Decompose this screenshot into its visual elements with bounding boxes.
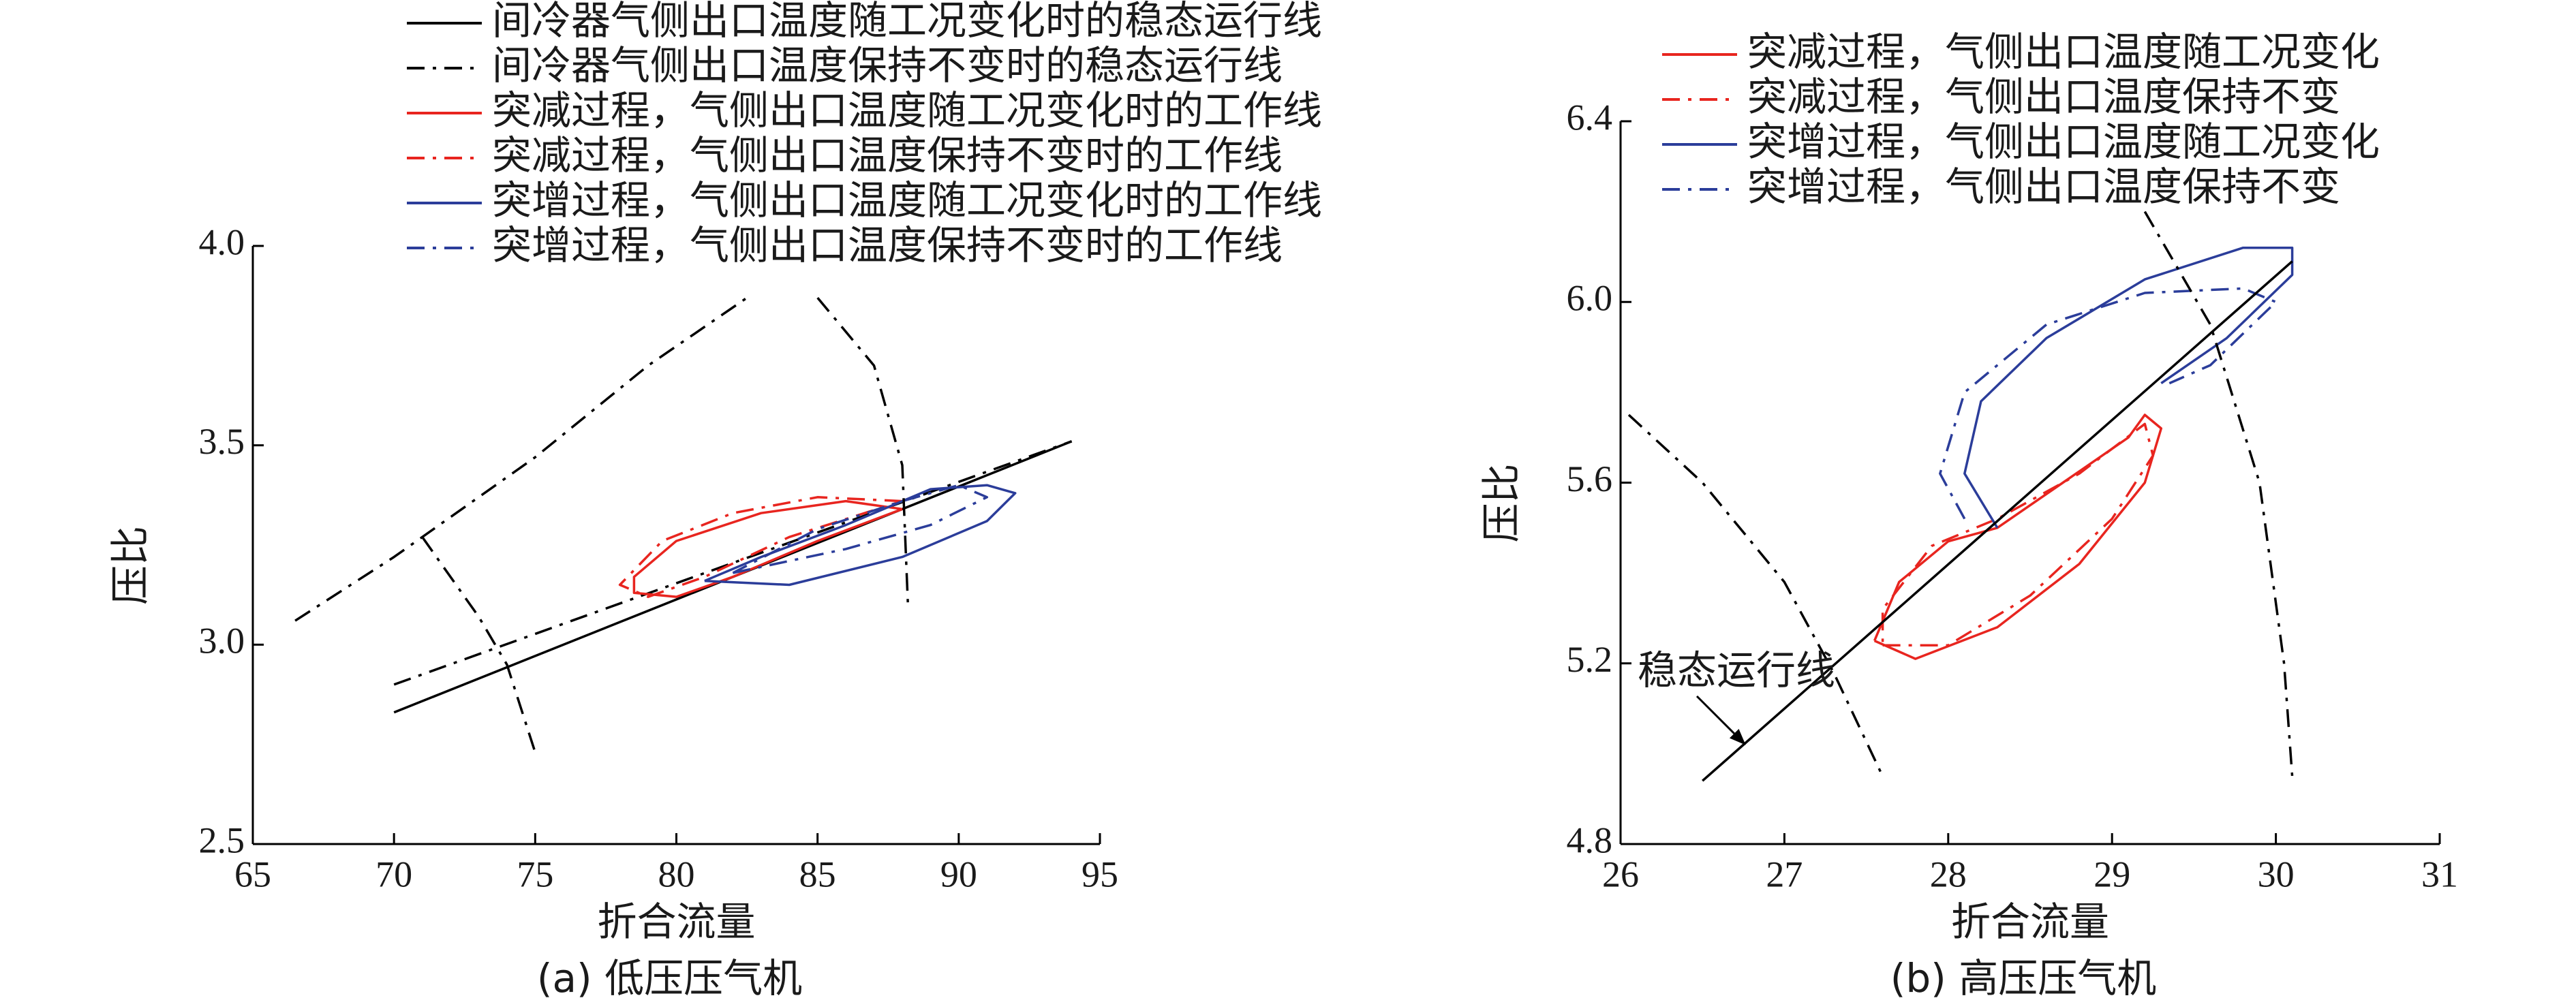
y-axis-title: 压比 — [1478, 463, 1524, 542]
y-tick-label: 3.0 — [199, 621, 245, 661]
x-tick-label: 75 — [517, 854, 553, 894]
x-tick-label: 70 — [375, 854, 412, 894]
y-tick-label: 6.4 — [1567, 97, 1613, 138]
series-line — [1939, 287, 2278, 520]
series-line — [816, 296, 910, 605]
series-line — [1627, 414, 1884, 777]
x-tick-label: 30 — [2258, 854, 2295, 894]
series-line — [1873, 414, 2163, 660]
y-tick-label: 4.0 — [199, 221, 245, 262]
series-line — [2143, 210, 2294, 777]
legend-label: 突减过程，气侧出口温度随工况变化时的工作线 — [492, 87, 1322, 134]
legend-label: 突减过程，气侧出口温度保持不变 — [1747, 74, 2340, 120]
series-line — [1963, 246, 2294, 529]
caption: (a) 低压压气机 — [537, 955, 802, 998]
x-tick-label: 31 — [2421, 854, 2458, 894]
x-axis-title: 折合流量 — [597, 899, 755, 945]
x-tick-label: 29 — [2094, 854, 2130, 894]
annotation: 稳态运行线 — [1638, 647, 1835, 693]
x-tick-label: 85 — [799, 854, 836, 894]
x-tick-label: 65 — [234, 854, 271, 894]
legend-label: 突增过程，气侧出口温度随工况变化时的工作线 — [492, 177, 1322, 223]
y-axis-title: 压比 — [107, 526, 153, 605]
caption: (b) 高压压气机 — [1890, 955, 2157, 998]
legend-label: 突增过程，气侧出口温度随工况变化 — [1747, 119, 2380, 165]
series-line — [632, 499, 903, 598]
series-line — [732, 484, 989, 574]
x-tick-label: 28 — [1930, 854, 1967, 894]
series-line — [704, 484, 1017, 587]
series-line — [421, 536, 536, 753]
x-axis-title: 折合流量 — [1951, 899, 2109, 945]
x-tick-label: 80 — [658, 854, 695, 894]
series-line — [294, 296, 748, 622]
legend-label: 间冷器气侧出口温度保持不变时的稳态运行线 — [492, 42, 1283, 89]
legend-label: 突增过程，气侧出口温度保持不变时的工作线 — [492, 222, 1283, 268]
x-tick-label: 95 — [1082, 854, 1118, 894]
series-line — [1881, 422, 2155, 646]
y-tick-label: 6.0 — [1567, 278, 1613, 319]
y-tick-label: 3.5 — [199, 421, 245, 462]
series-line — [1702, 260, 2293, 782]
legend-label: 突减过程，气侧出口温度保持不变时的工作线 — [492, 132, 1283, 178]
y-tick-label: 5.2 — [1567, 639, 1613, 680]
y-tick-label: 2.5 — [199, 820, 245, 860]
x-tick-label: 90 — [940, 854, 977, 894]
legend-label: 突增过程，气侧出口温度保持不变 — [1747, 163, 2340, 210]
legend-label: 间冷器气侧出口温度随工况变化时的稳态运行线 — [492, 0, 1322, 44]
legend-label: 突减过程，气侧出口温度随工况变化 — [1747, 29, 2380, 75]
y-tick-label: 4.8 — [1567, 820, 1613, 860]
series-line — [393, 440, 1073, 686]
x-tick-label: 27 — [1766, 854, 1803, 894]
y-tick-label: 5.6 — [1567, 458, 1613, 499]
annotation-arrow — [1696, 695, 1746, 745]
x-tick-label: 26 — [1602, 854, 1639, 894]
series-line — [618, 496, 903, 598]
